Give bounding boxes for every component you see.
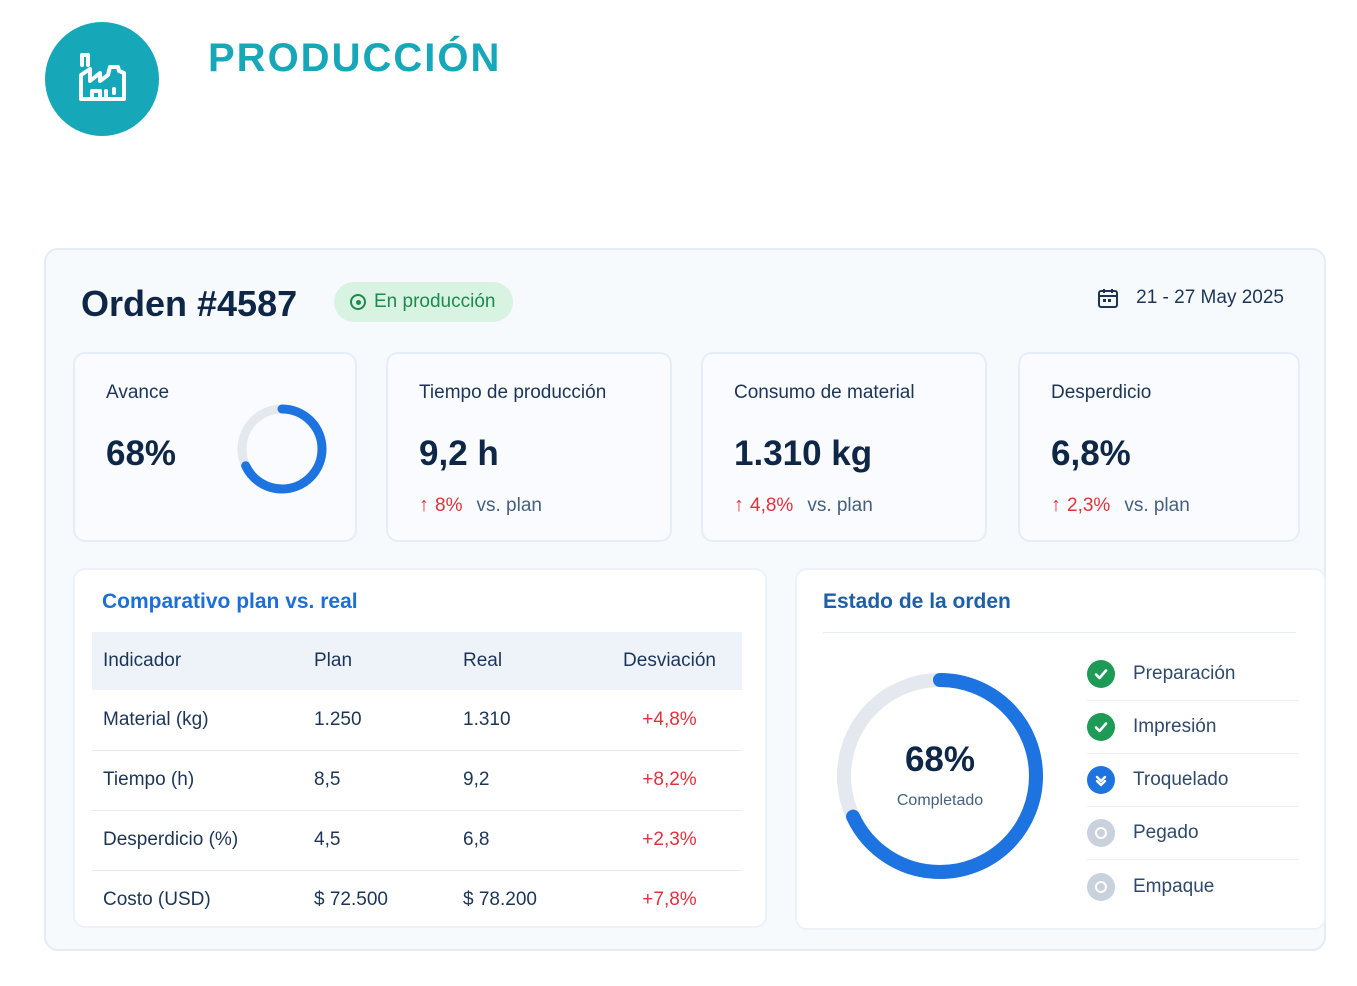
deviation-cell: +4,8%: [642, 708, 697, 730]
table-cell: Costo (USD): [92, 869, 314, 930]
pending-circle-icon: [1087, 872, 1115, 901]
table-row: Material (kg) 1.250 1.310 +4,8%: [92, 690, 742, 750]
calendar-icon: [1098, 289, 1119, 308]
kpi-delta: ↑ 2,3% vs. plan: [1051, 494, 1190, 517]
step-impresion: Impresión: [1087, 701, 1299, 754]
page-title: PRODUCCIÓN: [208, 36, 502, 80]
kpi-delta-label: vs. plan: [1124, 494, 1190, 516]
date-range-label: 21 - 27 May 2025: [1136, 287, 1284, 308]
kpi-delta-label: vs. plan: [476, 494, 542, 516]
order-title: Orden #4587: [81, 283, 298, 324]
section-title: Comparativo plan vs. real: [102, 590, 358, 613]
column-header: Plan: [314, 632, 463, 690]
comparison-table: Indicador Plan Real Desviación Material …: [92, 632, 742, 930]
table-cell: $ 78.200: [463, 869, 597, 930]
column-header: Indicador: [92, 632, 314, 690]
completion-ring: [837, 673, 1043, 879]
deviation-cell: +8,2%: [597, 749, 742, 810]
table-row: Costo (USD) $ 72.500 $ 78.200 +7,8%: [92, 869, 742, 930]
step-label: Empaque: [1133, 875, 1215, 897]
kpi-label: Desperdicio: [1051, 382, 1152, 403]
column-header: Real: [463, 632, 597, 690]
kpi-delta-value: 2,3%: [1067, 494, 1111, 516]
kpi-delta-value: 4,8%: [750, 494, 794, 516]
divider: [823, 632, 1296, 633]
status-badge: En producción: [334, 282, 514, 322]
table-header-row: Indicador Plan Real Desviación: [92, 632, 742, 690]
column-header: Desviación: [597, 632, 742, 690]
step-preparacion: Preparación: [1087, 648, 1299, 701]
status-badge-label: En producción: [374, 291, 496, 312]
completion-label: Completado: [896, 792, 984, 809]
progress-ring: [237, 404, 327, 494]
table-cell: 9,2: [463, 749, 597, 810]
status-dot-icon: [350, 294, 366, 310]
pending-circle-icon: [1087, 819, 1115, 847]
order-status-card: Estado de la orden 68% Completado Prepar…: [795, 568, 1326, 930]
kpi-card-material: Consumo de material 1.310 kg ↑ 4,8% vs. …: [701, 352, 987, 542]
kpi-card-tiempo: Tiempo de producción 9,2 h ↑ 8% vs. plan: [386, 352, 672, 542]
factory-icon: [79, 53, 126, 101]
kpi-label: Consumo de material: [734, 382, 915, 403]
factory-logo: [45, 22, 159, 136]
kpi-delta-value: 8%: [435, 494, 463, 516]
step-label: Troquelado: [1133, 769, 1229, 790]
arrow-up-icon: ↑: [1051, 494, 1061, 516]
kpi-value: 68%: [106, 434, 177, 473]
in-progress-icon: [1087, 766, 1115, 794]
section-title: Estado de la orden: [823, 590, 1011, 613]
table-cell: 8,5: [314, 749, 463, 810]
check-circle-icon: [1087, 660, 1115, 688]
table-cell: Desperdicio (%): [92, 809, 314, 870]
table-row: Tiempo (h) 8,5 9,2 +8,2%: [92, 749, 742, 810]
check-circle-icon: [1087, 713, 1115, 741]
kpi-value: 9,2 h: [419, 434, 499, 473]
step-label: Preparación: [1133, 663, 1236, 684]
step-empaque: Empaque: [1087, 860, 1299, 913]
kpi-delta-label: vs. plan: [807, 494, 873, 516]
process-steps: Preparación Impresión Troquelado Pegado: [1087, 648, 1299, 913]
arrow-up-icon: ↑: [734, 494, 744, 516]
kpi-value: 6,8%: [1051, 434, 1131, 473]
table-cell: 1.250: [314, 708, 362, 730]
step-label: Impresión: [1133, 716, 1217, 737]
kpi-label: Tiempo de producción: [419, 382, 607, 403]
table-cell: 6,8: [463, 809, 597, 870]
deviation-cell: +2,3%: [597, 809, 742, 870]
date-range-picker[interactable]: 21 - 27 May 2025: [1096, 286, 1284, 310]
comparison-card: Comparativo plan vs. real Indicador Plan…: [73, 568, 767, 930]
table-cell: Material (kg): [103, 708, 209, 730]
table-row: Desperdicio (%) 4,5 6,8 +2,3%: [92, 809, 742, 870]
table-cell: $ 72.500: [314, 869, 463, 930]
arrow-up-icon: ↑: [419, 494, 429, 516]
table-cell: 1.310: [463, 708, 511, 730]
kpi-label: Avance: [106, 382, 170, 403]
deviation-cell: +7,8%: [597, 869, 742, 930]
order-panel: Orden #4587 En producción 21 - 27 May 20…: [44, 248, 1326, 951]
kpi-card-avance: Avance 68%: [73, 352, 357, 542]
kpi-card-desperdicio: Desperdicio 6,8% ↑ 2,3% vs. plan: [1018, 352, 1300, 542]
step-troquelado: Troquelado: [1087, 754, 1299, 807]
step-pegado: Pegado: [1087, 807, 1299, 860]
table-cell: 4,5: [314, 809, 463, 870]
kpi-delta: ↑ 8% vs. plan: [419, 494, 542, 517]
completion-percent: 68%: [904, 740, 976, 779]
table-cell: Tiempo (h): [92, 749, 314, 810]
kpi-delta: ↑ 4,8% vs. plan: [734, 494, 873, 517]
step-label: Pegado: [1133, 822, 1199, 843]
kpi-value: 1.310 kg: [734, 434, 873, 473]
